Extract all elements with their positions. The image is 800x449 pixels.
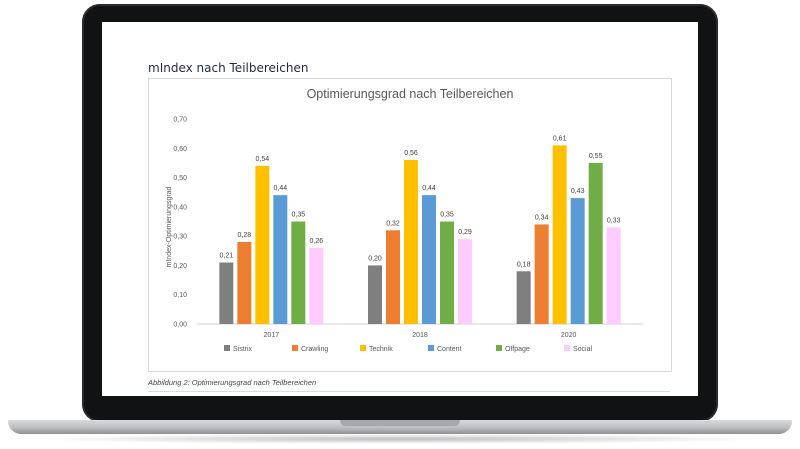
x-tick-label: 2018 [412, 332, 428, 339]
bar-technik-2020 [552, 145, 567, 324]
legend-label-sistrix: Sistrix [233, 346, 253, 353]
legend-swatch-content [428, 345, 434, 351]
legend-swatch-offpage [496, 345, 502, 351]
data-label: 0,20 [368, 255, 382, 262]
data-label: 0,44 [422, 185, 436, 192]
data-label: 0,56 [404, 150, 418, 157]
x-tick-label: 2020 [561, 332, 577, 339]
y-axis-label: mIndex-Optimierungsgrad [166, 186, 173, 267]
data-label: 0,35 [292, 212, 306, 219]
laptop-screen: mIndex nach Teilbereichen Optimierungsgr… [102, 22, 698, 396]
divider [148, 391, 670, 392]
legend-label-crawling: Crawling [301, 346, 328, 353]
data-label: 0,29 [458, 229, 472, 236]
bar-crawling-2018 [386, 230, 400, 324]
data-label: 0,26 [310, 238, 324, 245]
y-tick-label: 0,30 [173, 234, 187, 241]
bar-technik-2017 [255, 165, 270, 324]
data-label: 0,54 [256, 156, 270, 163]
y-tick-label: 0,70 [173, 117, 187, 124]
bar-content-2020 [570, 198, 585, 324]
data-label: 0,21 [220, 253, 234, 260]
data-label: 0,35 [440, 212, 454, 219]
figure-caption: Abbildung 2: Optimierungsgrad nach Teilb… [148, 378, 317, 387]
legend-label-technik: Technik [369, 346, 393, 353]
bar-offpage-2020 [588, 162, 603, 324]
bar-content-2017 [273, 195, 288, 324]
legend-swatch-social [564, 345, 570, 351]
bar-sistrix-2018 [368, 265, 382, 324]
y-tick-label: 0,10 [173, 292, 187, 299]
bar-crawling-2017 [237, 242, 252, 324]
y-tick-label: 0,50 [173, 175, 187, 182]
data-label: 0,55 [589, 153, 603, 160]
legend-label-content: Content [437, 346, 462, 353]
bar-chart: Optimierungsgrad nach Teilbereichen mInd… [166, 87, 643, 353]
bar-crawling-2020 [534, 224, 549, 324]
legend-swatch-sistrix [224, 345, 230, 351]
chart-title: Optimierungsgrad nach Teilbereichen [307, 87, 514, 101]
bar-sistrix-2017 [219, 262, 234, 324]
data-label: 0,34 [535, 214, 549, 221]
bar-content-2018 [422, 195, 436, 324]
section-heading: mIndex nach Teilbereichen [148, 61, 309, 75]
laptop-base [8, 420, 792, 434]
legend-swatch-crawling [292, 345, 298, 351]
y-tick-label: 0,60 [173, 146, 187, 153]
legend-swatch-technik [360, 345, 366, 351]
data-label: 0,33 [607, 217, 621, 224]
data-label: 0,43 [571, 188, 585, 195]
bar-offpage-2018 [440, 221, 454, 324]
bar-offpage-2017 [291, 221, 306, 324]
y-tick-label: 0,00 [173, 322, 187, 329]
data-label: 0,28 [238, 232, 252, 239]
laptop-notch [340, 420, 460, 426]
legend-label-offpage: Offpage [505, 346, 530, 353]
x-tick-label: 2017 [264, 332, 280, 339]
laptop-shadow [30, 434, 770, 444]
chart-frame: Optimierungsgrad nach Teilbereichen mInd… [148, 78, 672, 372]
y-tick-label: 0,20 [173, 263, 187, 270]
legend-label-social: Social [573, 346, 593, 353]
data-label: 0,32 [386, 220, 400, 227]
bar-social-2018 [458, 239, 472, 324]
data-label: 0,18 [517, 261, 531, 268]
bar-sistrix-2020 [516, 271, 531, 324]
bar-social-2020 [606, 227, 621, 324]
bar-social-2017 [309, 247, 324, 324]
y-tick-label: 0,40 [173, 204, 187, 211]
data-label: 0,44 [274, 185, 288, 192]
data-label: 0,61 [553, 135, 567, 142]
bar-technik-2018 [404, 160, 418, 324]
